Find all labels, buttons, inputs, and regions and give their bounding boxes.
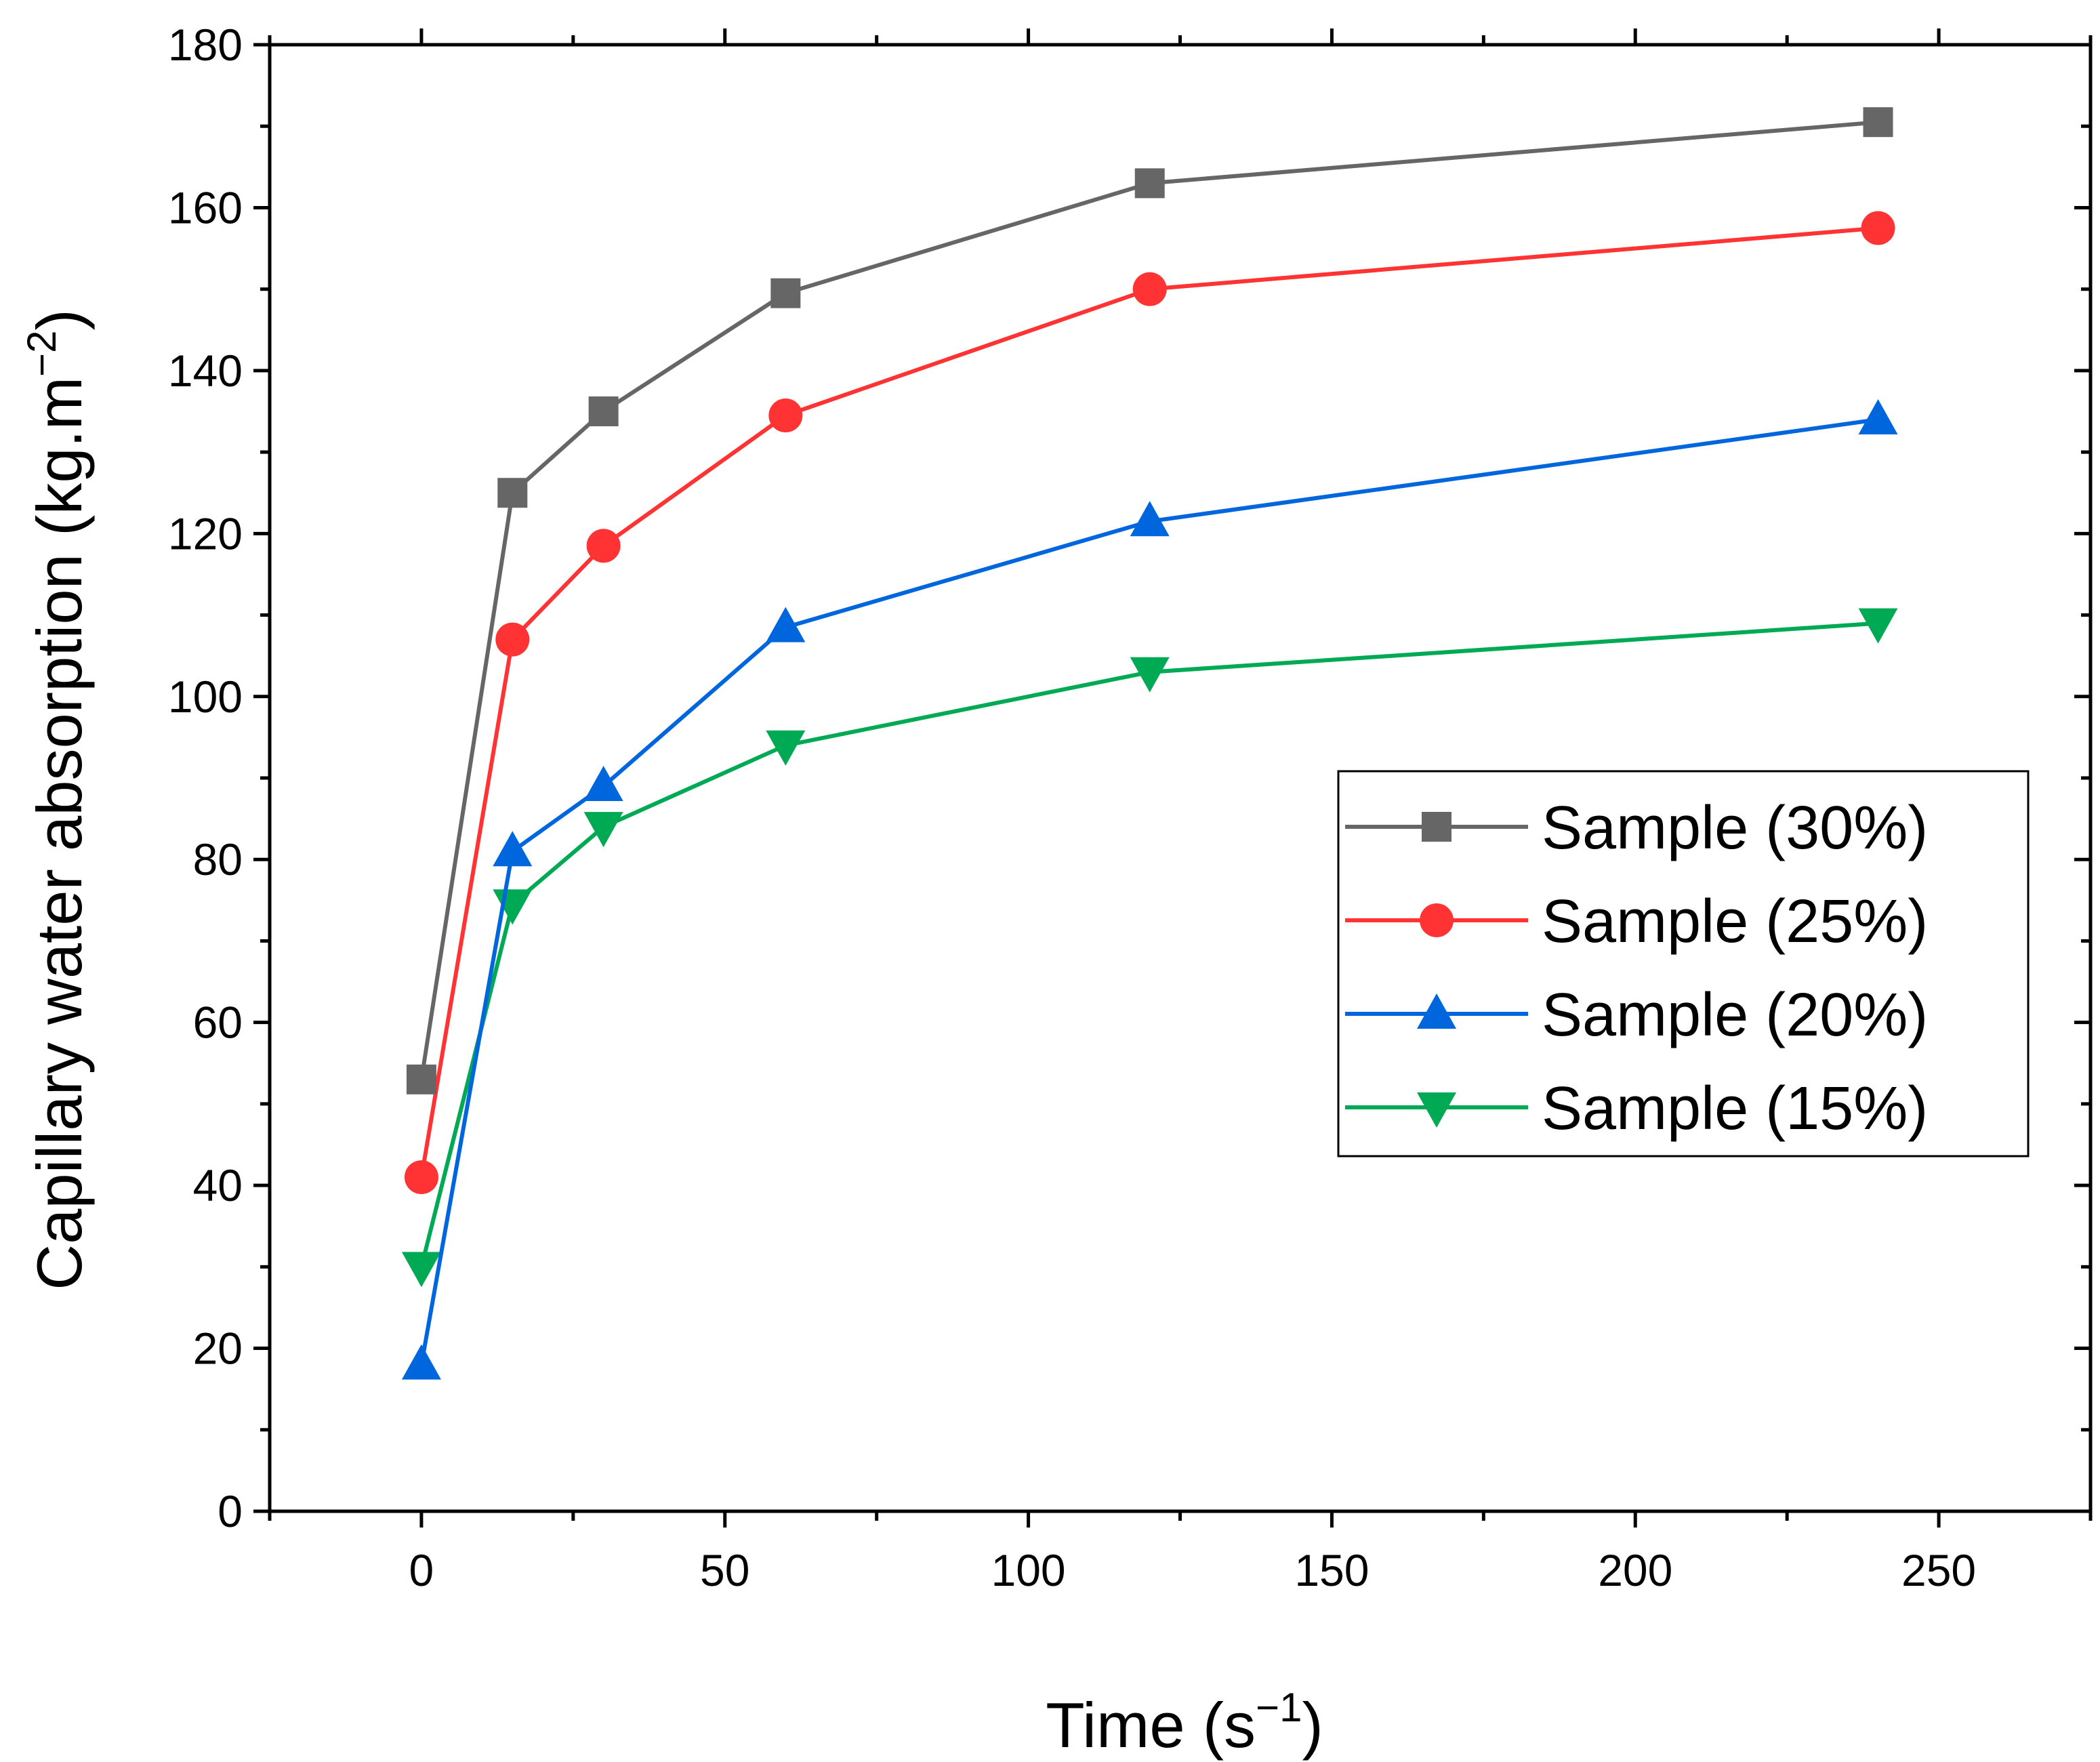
y-axis-title-sup: −2 bbox=[19, 331, 64, 377]
data-point bbox=[766, 607, 806, 642]
data-point bbox=[583, 766, 623, 802]
data-point bbox=[406, 1064, 436, 1094]
data-point bbox=[497, 478, 528, 508]
x-tick-label: 0 bbox=[409, 1545, 434, 1595]
series-line bbox=[419, 120, 1878, 1080]
y-tick-label: 120 bbox=[168, 508, 243, 558]
y-tick-label: 180 bbox=[168, 20, 243, 70]
y-tick-label: 100 bbox=[168, 672, 243, 722]
data-point bbox=[1863, 107, 1893, 138]
series-line bbox=[419, 226, 1878, 1178]
y-axis-title-text: Capillary water absorption (kg.m bbox=[24, 377, 95, 1290]
data-point bbox=[770, 278, 801, 308]
x-axis-title-close: ) bbox=[1302, 1689, 1323, 1761]
axes: 0 50 100 150 200 250 0 20 40 60 80 100 120 140 160 180 bbox=[168, 20, 2093, 1595]
x-tick-label: 50 bbox=[700, 1545, 749, 1595]
legend-marker bbox=[1420, 903, 1454, 937]
data-point bbox=[766, 730, 806, 766]
y-axis-title-close: ) bbox=[24, 309, 95, 330]
data-point bbox=[1130, 501, 1170, 537]
data-point bbox=[768, 398, 803, 433]
legend-box bbox=[1337, 770, 2030, 1157]
series-line bbox=[419, 417, 1878, 1366]
legend-marker bbox=[1422, 812, 1452, 842]
legend-marker bbox=[1417, 1092, 1456, 1128]
y-tick-label: 40 bbox=[193, 1160, 243, 1210]
data-point bbox=[586, 529, 621, 563]
data-point bbox=[583, 812, 623, 848]
y-tick-label: 60 bbox=[193, 998, 243, 1048]
legend: Sample (30%) Sample (25%) Sample (20%) Samp… bbox=[1337, 770, 2030, 1157]
legend-label: Sample (30%) bbox=[1542, 794, 1928, 862]
y-tick-label: 20 bbox=[193, 1324, 243, 1374]
y-axis-title: Capillary water absorption (kg.m−2) bbox=[19, 309, 95, 1290]
legend-label: Sample (20%) bbox=[1542, 981, 1928, 1049]
x-axis-title: Time (s−1) bbox=[1046, 1685, 1323, 1761]
x-tick-label: 100 bbox=[991, 1545, 1066, 1595]
data-point bbox=[404, 1160, 438, 1195]
x-tick-label: 150 bbox=[1294, 1545, 1369, 1595]
data-point bbox=[495, 622, 530, 657]
data-point bbox=[401, 1344, 441, 1380]
data-point bbox=[1858, 608, 1898, 644]
data-point bbox=[1858, 399, 1898, 435]
data-point bbox=[1132, 272, 1167, 306]
y-tick-label: 140 bbox=[168, 346, 243, 396]
data-point bbox=[1861, 211, 1895, 245]
data-point bbox=[1134, 168, 1165, 199]
y-tick-label: 160 bbox=[168, 182, 243, 232]
x-tick-label: 200 bbox=[1598, 1545, 1672, 1595]
x-tick-label: 250 bbox=[1901, 1545, 1976, 1595]
legend-marker bbox=[1417, 993, 1456, 1029]
plot-marks bbox=[401, 107, 1898, 1380]
data-point bbox=[401, 1252, 441, 1288]
data-point bbox=[1130, 657, 1170, 693]
legend-label: Sample (15%) bbox=[1542, 1075, 1928, 1143]
legend-label: Sample (25%) bbox=[1542, 888, 1928, 956]
y-tick-label: 0 bbox=[218, 1486, 243, 1536]
data-point bbox=[588, 396, 619, 426]
x-axis-title-text: Time (s bbox=[1046, 1689, 1256, 1761]
y-tick-label: 80 bbox=[193, 834, 243, 884]
series-line bbox=[419, 621, 1878, 1268]
x-axis-title-sup: −1 bbox=[1256, 1685, 1302, 1730]
data-point bbox=[493, 831, 533, 867]
